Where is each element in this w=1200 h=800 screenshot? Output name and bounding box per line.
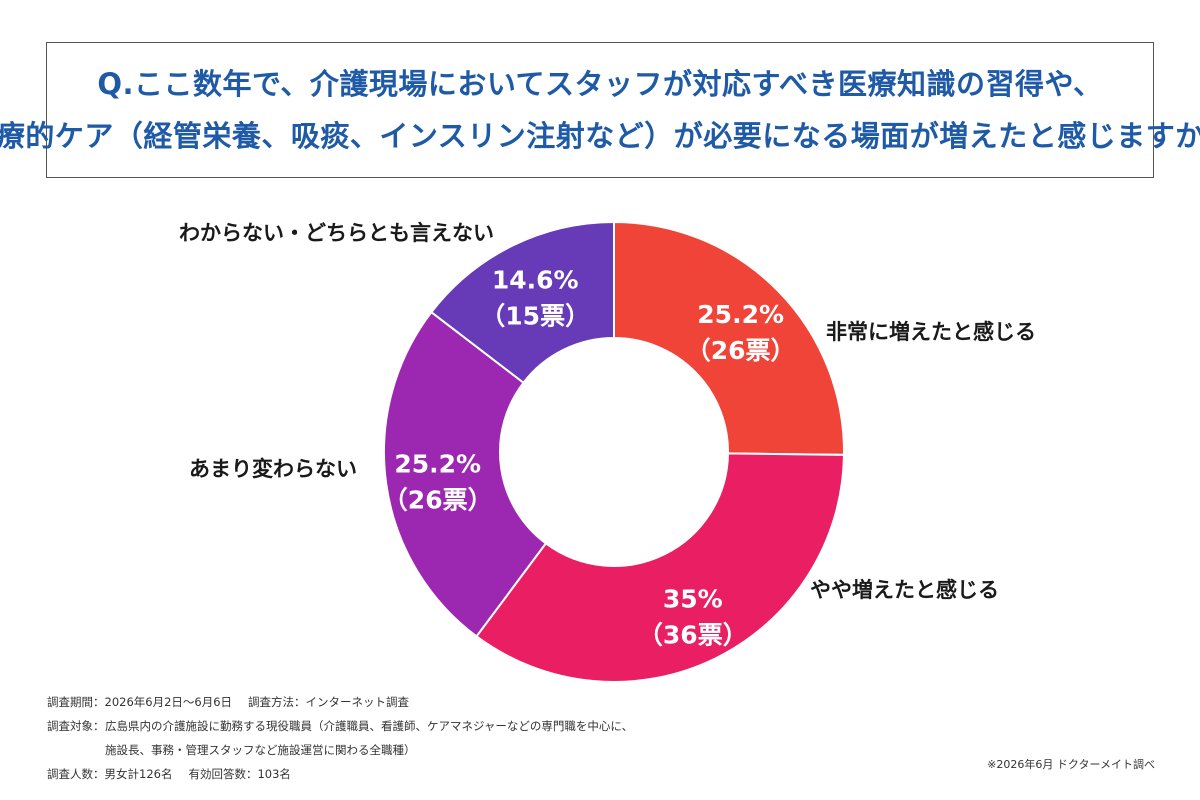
period-key: 調査期間：	[47, 695, 105, 709]
method-key: 調査方法：	[248, 695, 306, 709]
target-value-1: 広島県内の介護施設に勤務する現役職員（介護職員、看護師、ケアマネジャーなどの専門…	[105, 719, 634, 733]
slice-somewhat-increased	[475, 452, 845, 683]
question-box: Q.ここ数年で、介護現場においてスタッフが対応すべき医療知識の習得や、 医療的ケ…	[0, 42, 1200, 178]
category-label-somewhat-increased: やや増えたと感じる	[810, 578, 999, 602]
valid-value: 103名	[257, 767, 291, 781]
category-label-unknown: わからない・どちらとも言えない	[179, 221, 494, 245]
count-key: 調査人数：	[47, 767, 105, 781]
votes-label-unknown: （15票）	[480, 301, 590, 330]
percent-label-unknown: 14.6%	[492, 265, 579, 294]
votes-label-somewhat-increased: （36票）	[638, 621, 748, 650]
percent-label-not-changed: 25.2%	[394, 450, 481, 479]
notes-row-target: 調査対象： 広島県内の介護施設に勤務する現役職員（介護職員、看護師、ケアマネジャ…	[47, 714, 633, 738]
category-label-very-increased: 非常に増えたと感じる	[826, 320, 1036, 344]
slice-very-increased	[613, 220, 845, 456]
percent-label-somewhat-increased: 35%	[663, 585, 723, 614]
percent-label-very-increased: 25.2%	[697, 300, 784, 329]
votes-label-very-increased: （26票）	[686, 336, 796, 365]
slice-unknown	[429, 220, 615, 385]
votes-label-not-changed: （26票）	[383, 486, 493, 515]
period-value: 2026年6月2日〜6月6日	[104, 695, 233, 709]
target-key: 調査対象：	[47, 719, 105, 733]
question-line-1: Q.ここ数年で、介護現場においてスタッフが対応すべき医療知識の習得や、	[97, 67, 1103, 101]
notes-row-target-2: 施設長、事務・管理スタッフなど施設運営に関わる全職種）	[47, 738, 633, 762]
category-label-not-changed: あまり変わらない	[189, 457, 357, 481]
survey-notes: 調査期間： 2026年6月2日〜6月6日 調査方法： インターネット調査 調査対…	[47, 690, 633, 786]
target-value-2: 施設長、事務・管理スタッフなど施設運営に関わる全職種）	[105, 743, 416, 757]
slice-not-changed	[383, 310, 548, 638]
count-value: 男女計126名	[104, 767, 173, 781]
notes-row-period: 調査期間： 2026年6月2日〜6月6日 調査方法： インターネット調査	[47, 690, 633, 714]
notes-row-count: 調査人数： 男女計126名 有効回答数： 103名	[47, 762, 633, 786]
question-line-2: 医療的ケア（経管栄養、吸痰、インスリン注射など）が必要になる場面が増えたと感じま…	[0, 119, 1200, 153]
method-value: インターネット調査	[305, 695, 410, 709]
valid-key: 有効回答数：	[188, 767, 258, 781]
source-note: ※2026年6月 ドクターメイト調べ	[987, 758, 1155, 771]
